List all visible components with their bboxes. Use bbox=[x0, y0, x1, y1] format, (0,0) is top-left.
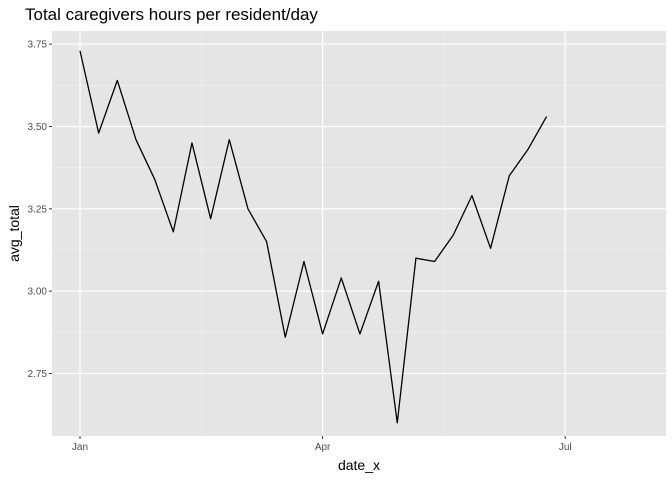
x-tick-label: Apr bbox=[315, 442, 331, 453]
chart-title: Total caregivers hours per resident/day bbox=[25, 5, 318, 24]
plot-panel bbox=[52, 31, 666, 436]
y-tick-label: 3.00 bbox=[28, 287, 48, 298]
x-axis-title: date_x bbox=[338, 457, 380, 473]
y-tick-label: 3.50 bbox=[28, 122, 48, 133]
x-tick-label: Jul bbox=[559, 442, 572, 453]
y-axis-title: avg_total bbox=[6, 205, 22, 262]
y-tick-label: 3.75 bbox=[28, 40, 48, 51]
y-tick-label: 3.25 bbox=[28, 204, 48, 215]
y-tick-label: 2.75 bbox=[28, 369, 48, 380]
x-axis: Jan Apr Jul bbox=[72, 436, 572, 453]
x-tick-label: Jan bbox=[72, 442, 88, 453]
major-gridlines bbox=[52, 31, 666, 436]
y-axis: 2.75 3.00 3.25 3.50 3.75 bbox=[28, 40, 52, 380]
series-line bbox=[79, 50, 548, 424]
